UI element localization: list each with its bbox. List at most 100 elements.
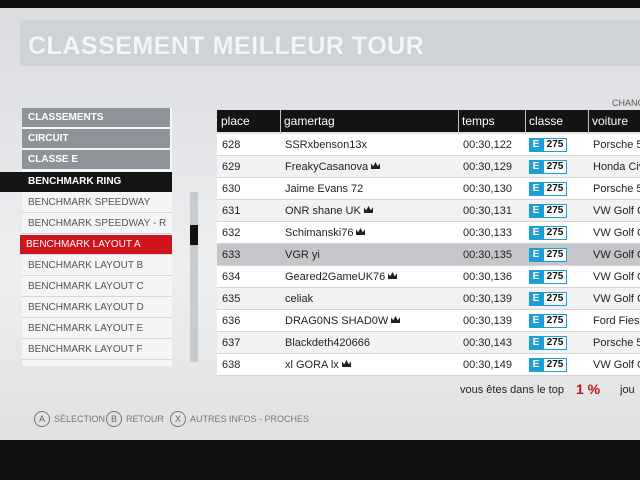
temps: 00:30,122 [463,139,512,151]
voiture: Porsche 55 [593,183,640,195]
column-header[interactable]: temps [462,114,495,128]
class-rating: 275 [543,248,567,262]
button-label[interactable]: SÉLECTION [54,414,106,424]
class-badge: E [529,204,543,218]
column-header[interactable]: voiture [592,114,629,128]
class-rating: 275 [543,314,567,328]
gamertag: DRAG0NS SHAD0W [285,315,389,327]
row-bg[interactable] [217,288,640,310]
table-header [217,110,640,132]
class-badge: E [529,138,543,152]
footer-tail: jou [620,384,635,396]
place: 637 [222,337,241,349]
title-bar [20,20,640,66]
button-label[interactable]: AUTRES INFOS - PROCHES [190,414,310,424]
temps: 00:30,139 [463,315,512,327]
row-bg[interactable] [217,134,640,156]
class-badge: E [529,226,543,240]
menu-option[interactable]: BENCHMARK LAYOUT D [22,298,172,318]
row-bg[interactable] [217,266,640,288]
temps: 00:30,131 [463,205,512,217]
top-value: 1 % [576,381,601,397]
temps: 00:30,130 [463,183,512,195]
temps: 00:30,143 [463,337,512,349]
menu-option[interactable]: BENCHMARK LAYOUT B [22,256,172,276]
gamertag: celiak [285,293,314,305]
place: 635 [222,293,241,305]
class-rating: 275 [543,358,567,372]
class-rating: 275 [543,182,567,196]
row-bg[interactable] [217,222,640,244]
voiture: Porsche 55 [593,139,640,151]
gamertag: Blackdeth420666 [285,337,371,349]
voiture: VW Golf GTi [593,293,640,305]
temps: 00:30,149 [463,359,512,371]
column-header[interactable]: classe [529,114,564,128]
crown-icon [356,228,365,235]
crown-icon [388,272,397,279]
scroll-thumb [190,225,198,245]
gamertag: Jaime Evans 72 [285,183,364,195]
class-badge: E [529,270,543,284]
row-bg[interactable] [217,200,640,222]
row-bg[interactable] [217,178,640,200]
corner-text: CHANG [612,98,640,108]
place: 634 [222,271,241,283]
menu-option-selected[interactable]: BENCHMARK LAYOUT A [20,235,172,255]
place: 638 [222,359,241,371]
place: 632 [222,227,241,239]
class-badge: E [529,160,543,174]
class-rating: 275 [543,204,567,218]
button-label[interactable]: RETOUR [126,414,164,424]
class-badge: E [529,292,543,306]
row-bg[interactable] [217,332,640,354]
scrollbar [190,192,198,362]
screen: CLASSEMENT MEILLEUR TOUR CHANG CLASSEMEN… [0,8,640,440]
menu-option[interactable]: BENCHMARK SPEEDWAY - R [22,214,172,234]
menu-option[interactable]: BENCHMARK LAYOUT F [22,340,172,360]
place: 633 [222,249,241,261]
place: 630 [222,183,241,195]
menu-option[interactable]: BENCHMARK SPEEDWAY [22,193,172,213]
button-icon[interactable]: B [106,411,122,427]
voiture: VW Golf GTI [593,359,640,371]
crown-icon [371,162,380,169]
gamertag: Schimanski76 [285,227,354,239]
menu-option[interactable]: BENCHMARK LAYOUT C [22,277,172,297]
gamertag: xl GORA lx [285,359,339,371]
place: 631 [222,205,241,217]
class-rating: 275 [543,336,567,350]
menu-option[interactable]: BENCHMARK LAYOUT E [22,319,172,339]
gamertag: ONR shane UK [285,205,361,217]
class-rating: 275 [543,226,567,240]
crown-icon [342,360,351,367]
menu-tab[interactable]: CIRCUIT [22,129,170,148]
row-highlight[interactable] [217,244,640,266]
temps: 00:30,139 [463,293,512,305]
class-rating: 275 [543,160,567,174]
voiture: Honda Civi [593,161,640,173]
column-header[interactable]: place [221,114,250,128]
menu-tab[interactable]: CLASSEMENTS [22,108,170,127]
row-bg[interactable] [217,310,640,332]
gamertag: SSRxbenson13x [285,139,367,151]
crown-icon [364,206,373,213]
column-header[interactable]: gamertag [284,114,335,128]
crown-icon [391,316,400,323]
place: 628 [222,139,241,151]
voiture: VW Golf GT [593,205,640,217]
gamertag: FreakyCasanova [285,161,369,173]
class-badge: E [529,182,543,196]
row-bg[interactable] [217,354,640,376]
row-bg[interactable] [217,156,640,178]
menu-section: BENCHMARK RING [0,172,172,192]
button-icon[interactable]: X [170,411,186,427]
menu-tab[interactable]: CLASSE E [22,150,170,169]
class-badge: E [529,248,543,262]
title: CLASSEMENT MEILLEUR TOUR [28,32,425,60]
class-badge: E [529,314,543,328]
voiture: VW Golf GT [593,249,640,261]
temps: 00:30,136 [463,271,512,283]
button-icon[interactable]: A [34,411,50,427]
